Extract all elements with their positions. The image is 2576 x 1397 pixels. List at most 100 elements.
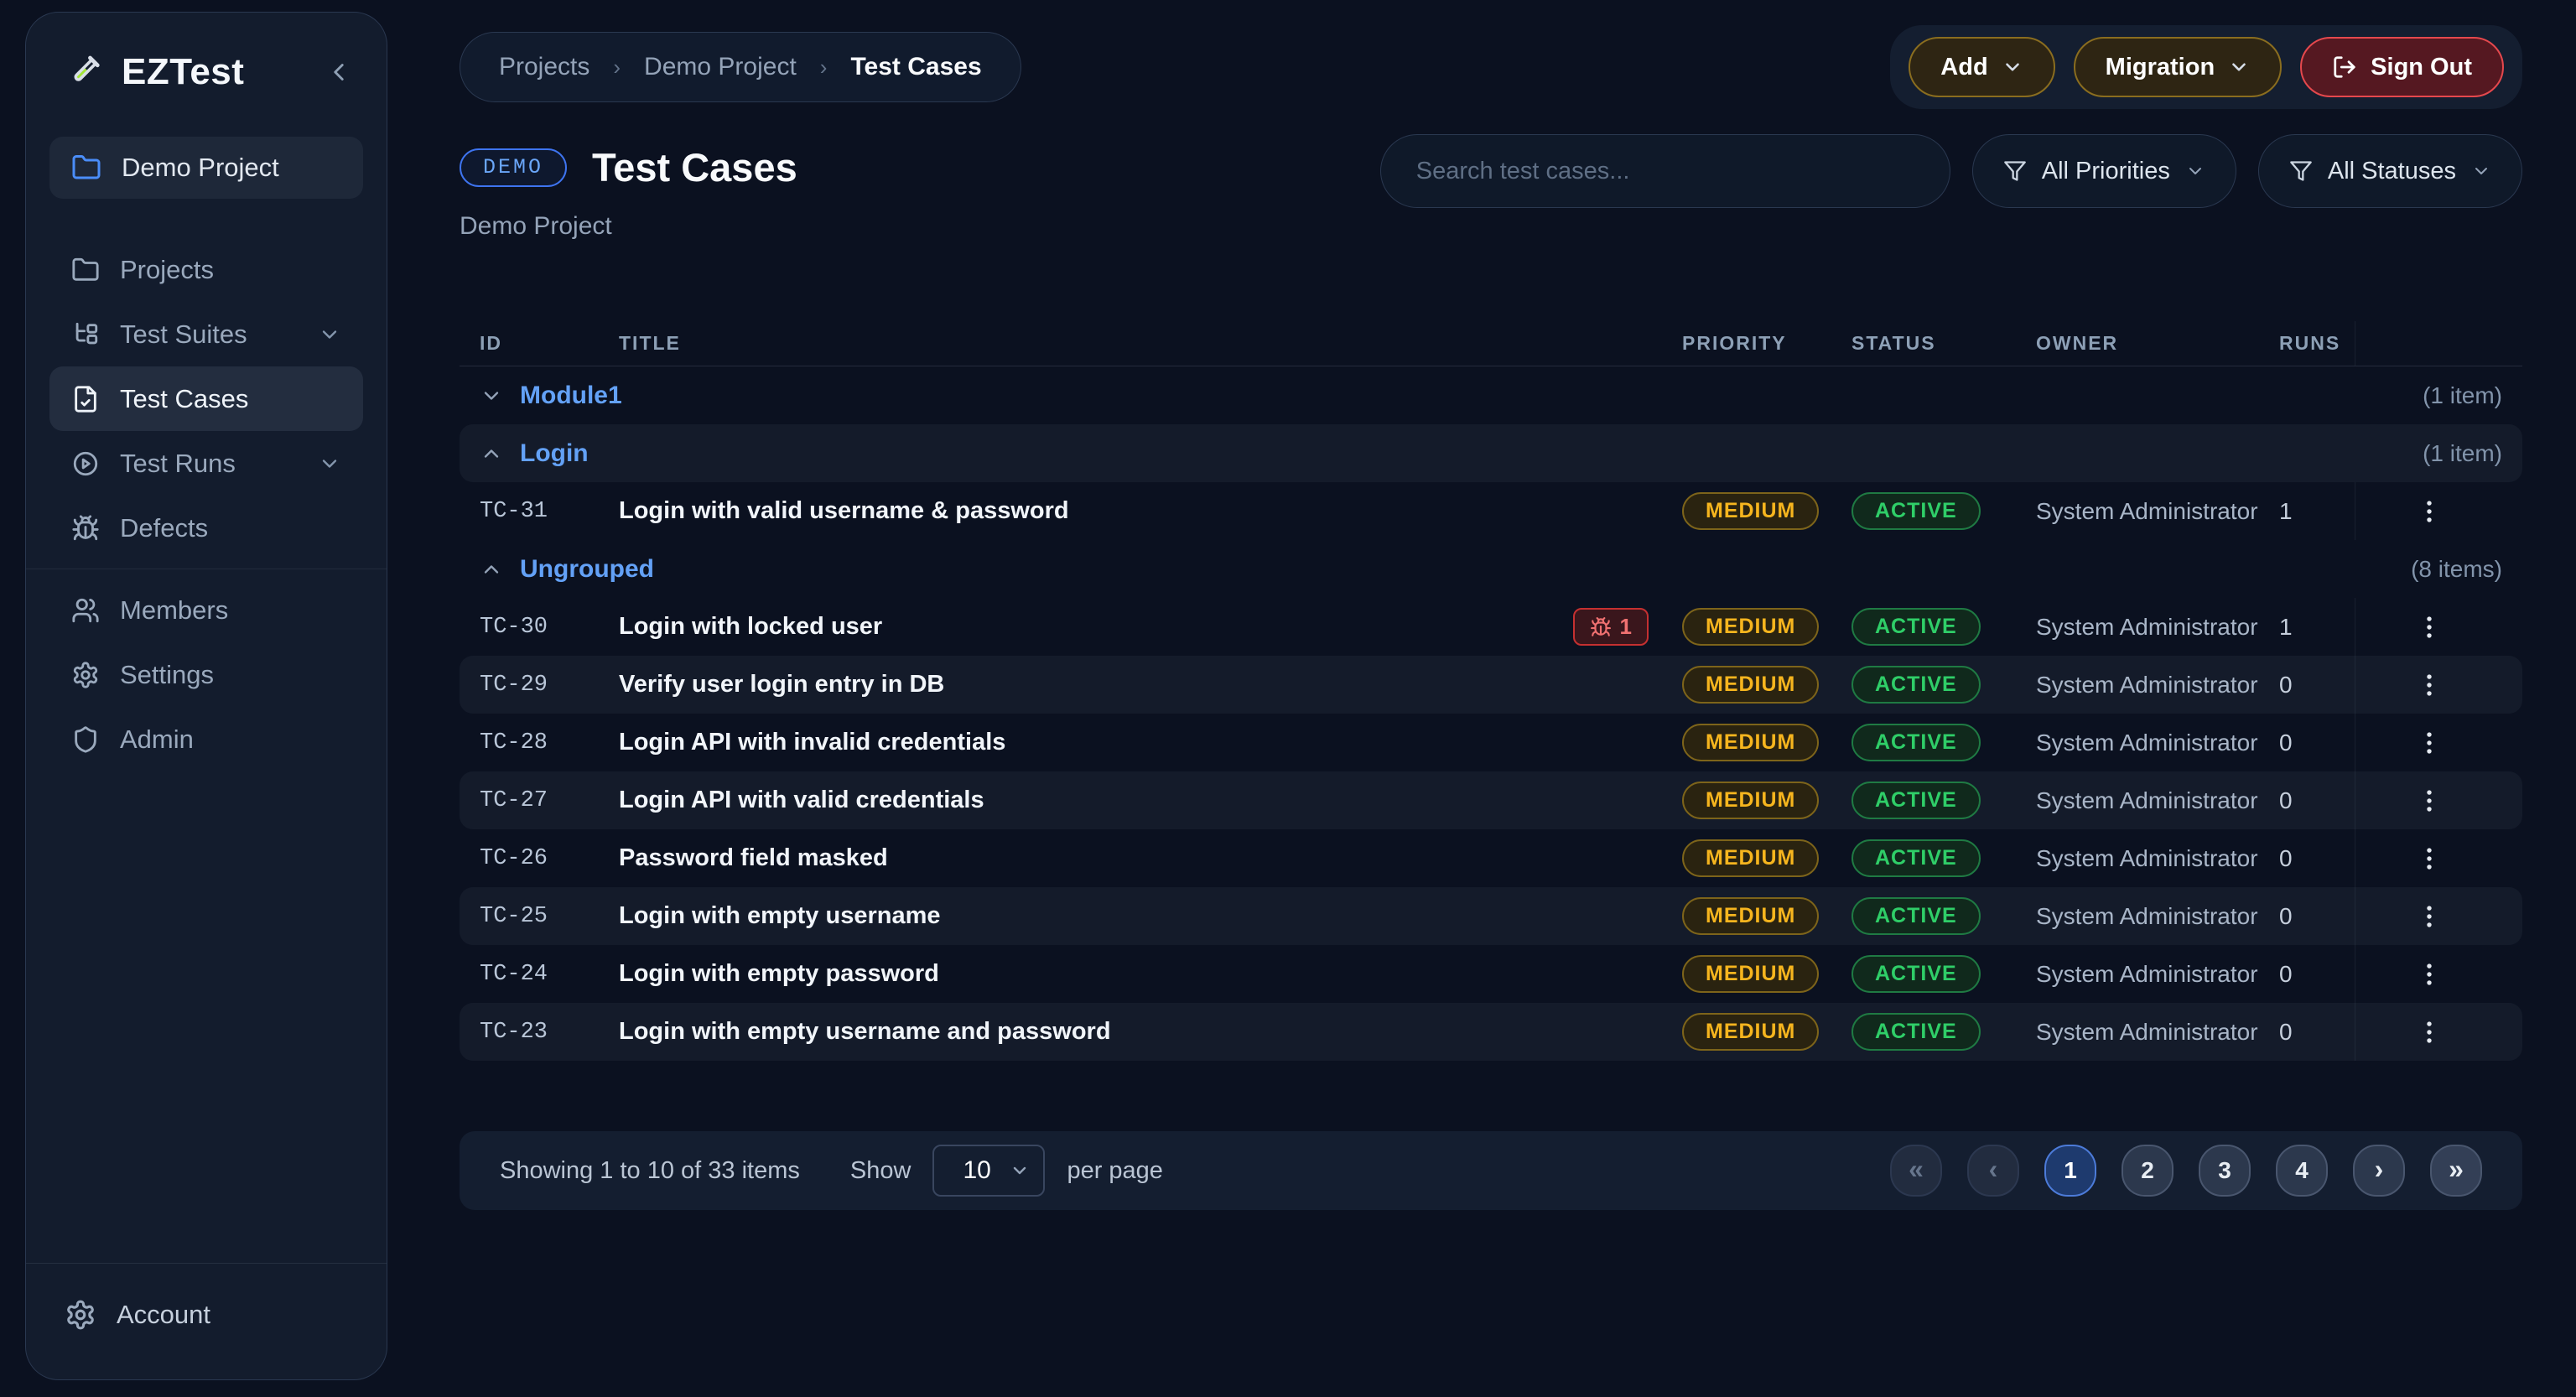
table-row-tc-27: TC-27 Login API with valid credentials MED…	[460, 771, 2522, 829]
sidebar-item-label: Demo Project	[122, 153, 279, 182]
page-subtitle: Demo Project	[460, 212, 612, 240]
page-button-3[interactable]: 3	[2199, 1145, 2251, 1197]
sidebar-item-admin[interactable]: Admin	[49, 707, 363, 771]
last-page-button[interactable]: »	[2430, 1145, 2482, 1197]
case-id: TC-26	[480, 845, 548, 871]
sidebar-item-test-cases[interactable]: Test Cases	[49, 366, 363, 431]
migration-button[interactable]: Migration	[2073, 37, 2283, 97]
page-button-4[interactable]: 4	[2276, 1145, 2328, 1197]
case-id: TC-23	[480, 1019, 548, 1045]
breadcrumb-separator: ›	[819, 54, 828, 80]
case-id: TC-25	[480, 903, 548, 929]
actions-cell	[2355, 598, 2502, 656]
case-owner: System Administrator	[2036, 613, 2258, 640]
dots-vertical-icon	[2415, 902, 2444, 931]
case-title[interactable]: Login API with valid credentials	[619, 787, 984, 813]
chevron-down-icon	[318, 452, 341, 475]
row-menu-button[interactable]	[2415, 729, 2444, 757]
defect-count-badge[interactable]: 1	[1572, 608, 1649, 646]
first-page-button[interactable]: «	[1890, 1145, 1942, 1197]
funnel-icon	[2289, 159, 2313, 183]
priority-badge: MEDIUM	[1682, 782, 1820, 819]
group-label[interactable]: Module1	[520, 381, 622, 409]
priority-cell: MEDIUM	[1682, 492, 1852, 530]
group-row-module1[interactable]: Module1 (1 item)	[460, 366, 2522, 424]
row-menu-button[interactable]	[2415, 497, 2444, 526]
search-filter-bar: All Priorities All Statuses	[1379, 134, 2522, 208]
folder-icon	[71, 153, 101, 183]
chevron-up-icon	[480, 558, 503, 581]
column-header-status: STATUS	[1852, 332, 1936, 354]
table-row-tc-29: TC-29 Verify user login entry in DB MEDIUM…	[460, 656, 2522, 714]
per-page-label: per page	[1067, 1156, 1163, 1184]
dots-vertical-icon	[2415, 497, 2444, 526]
case-owner: System Administrator	[2036, 497, 2258, 524]
sidebar-item-test-suites[interactable]: Test Suites	[49, 302, 363, 366]
add-button-label: Add	[1940, 53, 1988, 80]
actions-cell	[2355, 1003, 2502, 1061]
sidebar-item-test-runs[interactable]: Test Runs	[49, 431, 363, 496]
sidebar-collapse-button[interactable]	[325, 58, 353, 86]
filter-all-priorities[interactable]: All Priorities	[1971, 134, 2236, 208]
status-badge: ACTIVE	[1852, 1013, 1981, 1051]
case-title[interactable]: Password field masked	[619, 844, 888, 871]
filter-all-statuses[interactable]: All Statuses	[2257, 134, 2522, 208]
search-input[interactable]	[1379, 134, 1950, 208]
sidebar-nav: Projects Test Suites Test Cases Test Runs De…	[26, 237, 387, 771]
actions-cell	[2355, 482, 2502, 540]
row-menu-button[interactable]	[2415, 960, 2444, 989]
add-button[interactable]: Add	[1909, 37, 2055, 97]
row-menu-button[interactable]	[2415, 1018, 2444, 1046]
sidebar-item-demo-project[interactable]: Demo Project	[49, 137, 363, 199]
next-page-button[interactable]: ›	[2353, 1145, 2405, 1197]
per-page-select[interactable]: 10	[932, 1145, 1046, 1197]
test-cases-table: ID TITLE PRIORITY STATUS OWNER RUNS Module1 (1…	[460, 321, 2522, 1061]
case-owner: System Administrator	[2036, 844, 2258, 871]
priority-cell: MEDIUM	[1682, 955, 1852, 993]
page-button-2[interactable]: 2	[2122, 1145, 2174, 1197]
case-title[interactable]: Login with empty username and password	[619, 1018, 1111, 1045]
sidebar-item-account[interactable]: Account	[26, 1263, 387, 1379]
case-id: TC-27	[480, 787, 548, 813]
breadcrumb-item[interactable]: Demo Project	[644, 53, 797, 80]
sidebar-item-defects[interactable]: Defects	[49, 496, 363, 560]
case-title[interactable]: Login API with invalid credentials	[619, 729, 1006, 756]
group-label[interactable]: Ungrouped	[520, 554, 654, 583]
case-title[interactable]: Login with empty password	[619, 960, 939, 987]
sidebar-item-label: Members	[120, 595, 229, 625]
prev-page-button[interactable]: ‹	[1967, 1145, 2019, 1197]
case-title[interactable]: Login with empty username	[619, 902, 941, 929]
title-block: DEMO Test Cases Demo Project	[460, 144, 797, 241]
sidebar-item-settings[interactable]: Settings	[49, 642, 363, 707]
sidebar-item-members[interactable]: Members	[49, 578, 363, 642]
page-button-1[interactable]: 1	[2044, 1145, 2096, 1197]
status-cell: ACTIVE	[1852, 839, 2036, 877]
case-title[interactable]: Login with locked user 1	[619, 608, 1682, 646]
sidebar-item-label: Test Suites	[120, 319, 247, 349]
table-row-tc-26: TC-26 Password field masked MEDIUM ACTIVE Sy…	[460, 829, 2522, 887]
folder-icon	[71, 256, 100, 284]
actions-cell	[2355, 656, 2502, 714]
breadcrumb-item[interactable]: Test Cases	[850, 53, 982, 80]
case-runs: 0	[2279, 844, 2293, 871]
group-row-login[interactable]: Login (1 item)	[460, 424, 2522, 482]
chevron-down-icon	[1010, 1161, 1030, 1181]
breadcrumb-item[interactable]: Projects	[499, 53, 590, 80]
row-menu-button[interactable]	[2415, 902, 2444, 931]
case-title[interactable]: Login with valid username & password	[619, 497, 1069, 524]
table-row-tc-25: TC-25 Login with empty username MEDIUM ACTI…	[460, 887, 2522, 945]
sidebar-item-projects[interactable]: Projects	[49, 237, 363, 302]
row-menu-button[interactable]	[2415, 787, 2444, 815]
row-menu-button[interactable]	[2415, 671, 2444, 699]
status-badge: ACTIVE	[1852, 608, 1981, 646]
row-menu-button[interactable]	[2415, 844, 2444, 873]
group-count: (1 item)	[2423, 382, 2502, 408]
table-row-tc-31: TC-31 Login with valid username & passwor…	[460, 482, 2522, 540]
status-badge: ACTIVE	[1852, 782, 1981, 819]
sign-out-button[interactable]: Sign Out	[2300, 37, 2504, 97]
chevron-down-icon	[480, 384, 503, 408]
case-title[interactable]: Verify user login entry in DB	[619, 671, 945, 698]
group-label[interactable]: Login	[520, 439, 589, 467]
row-menu-button[interactable]	[2415, 613, 2444, 641]
group-row-ungrouped[interactable]: Ungrouped (8 items)	[460, 540, 2522, 598]
